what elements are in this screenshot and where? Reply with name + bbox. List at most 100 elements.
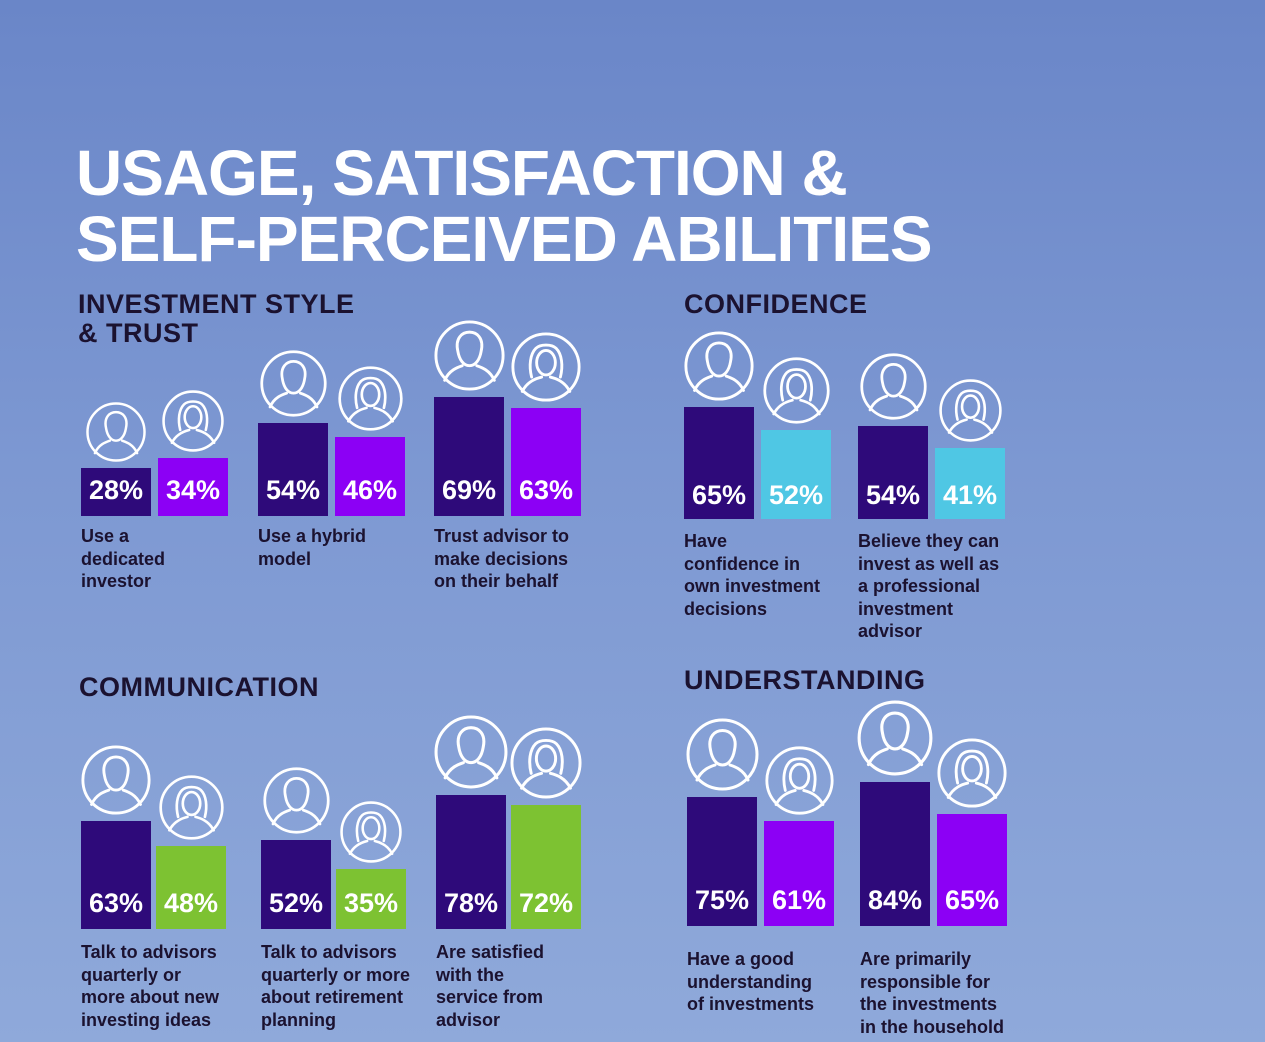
bar-women — [336, 868, 406, 929]
description-line: service from — [436, 987, 544, 1007]
woman-icon — [337, 366, 403, 431]
bar-men — [434, 397, 504, 516]
section-title-investment: INVESTMENT STYLE & TRUST — [78, 290, 355, 348]
bar-value-label: 28% — [88, 475, 144, 505]
description-line: own investment — [684, 576, 821, 596]
bar-group-description: Talk to advisors quarterly or more about n… — [81, 941, 219, 1031]
bar-men — [261, 839, 331, 929]
man-icon — [686, 718, 758, 791]
description-line: investment — [858, 598, 954, 619]
man-icon — [259, 350, 327, 417]
page-title-line-2: SELF-PERCEIVED ABILITIES — [76, 203, 932, 275]
description-line: Have a good — [687, 949, 795, 969]
description-line: decisions — [684, 598, 768, 619]
section-title-line: UNDERSTANDING — [684, 665, 926, 695]
bar-men — [436, 794, 506, 929]
bar-value-label: 72% — [518, 888, 574, 918]
section-title-communication: COMMUNICATION — [79, 673, 319, 702]
bar-women — [761, 429, 831, 519]
description-line: Trust advisor to — [434, 526, 570, 546]
page-title-line-1: USAGE, SATISFACTION & — [76, 137, 848, 209]
bar-value-label: 84% — [867, 885, 923, 915]
section-title-confidence: CONFIDENCE — [684, 290, 868, 319]
bar-value-label: 65% — [691, 480, 747, 510]
description-line: Use a hybrid — [258, 526, 367, 546]
description-line: confidence in — [684, 553, 801, 574]
description-line: advisor — [436, 1009, 501, 1030]
bar-women — [937, 814, 1007, 926]
bar-value-label: 46% — [342, 475, 398, 505]
bar-value-label: 54% — [865, 480, 921, 510]
man-icon — [86, 402, 146, 462]
section-title-understanding: UNDERSTANDING — [684, 666, 926, 695]
description-line: of investments — [687, 994, 815, 1014]
bar-value-label: 41% — [942, 480, 998, 510]
man-icon — [434, 715, 508, 789]
bar-women — [156, 846, 226, 929]
section-title-line: COMMUNICATION — [79, 672, 319, 702]
woman-icon — [762, 356, 830, 424]
description-line: advisor — [858, 621, 923, 641]
bar-men — [684, 407, 754, 519]
bar-value-label: 75% — [694, 885, 750, 915]
description-line: Have — [684, 531, 728, 551]
bar-value-label: 63% — [88, 888, 144, 918]
bar-men — [81, 820, 151, 929]
description-line: planning — [261, 1009, 336, 1030]
section-title-line: INVESTMENT STYLE — [78, 289, 355, 319]
man-icon — [262, 766, 330, 834]
bar-men — [81, 467, 151, 516]
bar-group-description: Talk to advisors quarterly or more about r… — [261, 941, 410, 1031]
man-icon — [859, 353, 927, 420]
description-line: about retirement — [261, 987, 404, 1007]
bar-value-label: 54% — [265, 475, 321, 505]
description-line: the investments — [860, 994, 998, 1014]
description-line: Believe they can — [858, 531, 1000, 551]
description-line: dedicated — [81, 548, 166, 569]
section-title-line: & TRUST — [78, 318, 199, 348]
bar-group-description: Use a dedicated investor — [81, 525, 165, 593]
bar-value-label: 78% — [443, 888, 499, 918]
description-line: Talk to advisors — [261, 942, 397, 962]
bar-value-label: 63% — [518, 475, 574, 505]
bar-group-description: Are primarily responsible for the investme… — [860, 948, 1004, 1038]
woman-icon — [162, 389, 224, 452]
description-line: a professional — [858, 576, 981, 596]
description-line: model — [258, 548, 312, 569]
description-line: investing ideas — [81, 1009, 212, 1030]
woman-icon — [764, 746, 834, 815]
bar-value-label: 34% — [165, 475, 221, 505]
woman-icon — [937, 738, 1007, 808]
bar-women — [335, 436, 405, 516]
bar-group-description: Trust advisor to make decisions on their b… — [434, 525, 569, 593]
bar-men — [687, 797, 757, 926]
bar-women — [511, 805, 581, 929]
bar-group-description: Believe they can invest as well as a profe… — [858, 530, 999, 643]
bar-value-label: 61% — [771, 885, 827, 915]
bar-group-description: Have a good understanding of investments — [687, 948, 814, 1016]
description-line: Talk to advisors — [81, 942, 217, 962]
description-line: Are primarily — [860, 949, 972, 969]
description-line: with the — [436, 964, 504, 985]
woman-icon — [340, 801, 402, 863]
bar-value-label: 35% — [343, 888, 399, 918]
bar-group-description: Are satisfied with the service from advisor — [436, 941, 544, 1031]
description-line: Are satisfied — [436, 942, 545, 962]
description-line: quarterly or more — [261, 964, 411, 985]
description-line: in the household — [860, 1016, 1004, 1037]
bar-women — [158, 457, 228, 516]
description-line: make decisions — [434, 548, 569, 569]
woman-icon — [158, 775, 224, 841]
bar-value-label: 69% — [441, 475, 497, 505]
description-line: quarterly or — [81, 964, 182, 985]
woman-icon — [511, 332, 581, 402]
description-line: investor — [81, 571, 152, 591]
bar-group-description: Use a hybrid model — [258, 525, 366, 570]
bar-women — [935, 448, 1005, 519]
description-line: understanding — [687, 971, 812, 992]
bar-value-label: 52% — [268, 888, 324, 918]
bar-value-label: 52% — [768, 480, 824, 510]
woman-icon — [938, 379, 1002, 443]
man-icon — [857, 700, 933, 775]
bar-men — [860, 781, 930, 926]
